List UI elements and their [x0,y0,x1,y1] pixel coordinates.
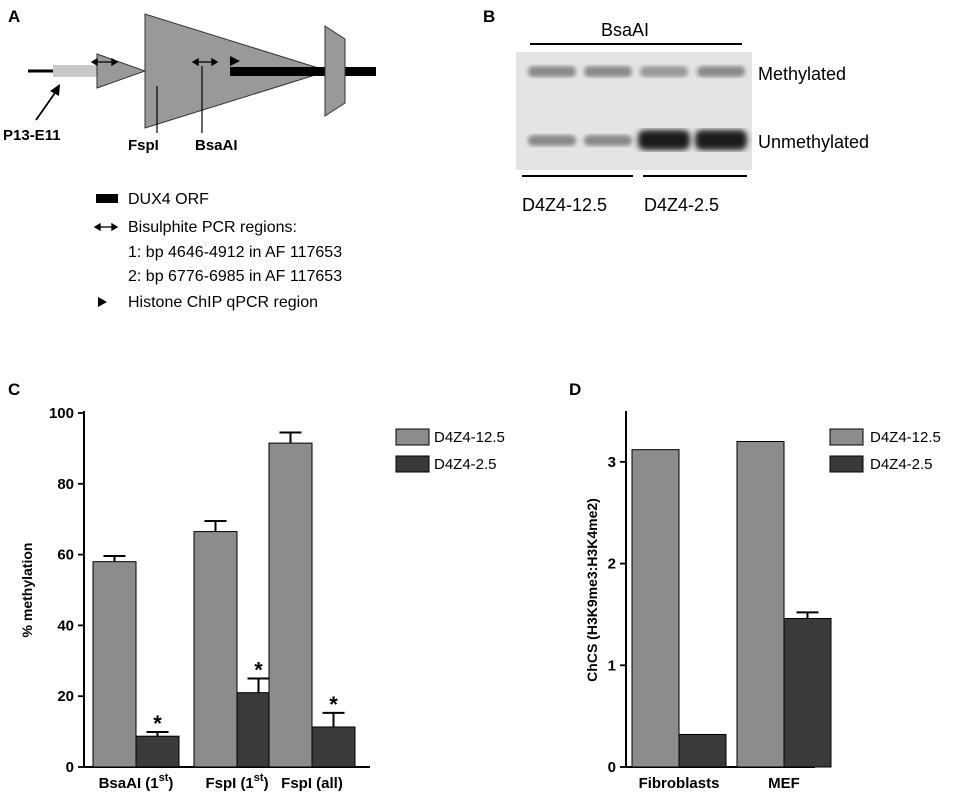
legend-bisulphite-title: Bisulphite PCR regions: [128,219,297,236]
dux4-orf-bar [230,67,376,76]
legend-chip-text: Histone ChIP qPCR region [128,294,318,311]
legend-bisulphite-arrow-icon [93,222,119,232]
chip-region-arrowhead [230,56,240,66]
bisulphite-arrow-2 [191,57,219,67]
legend-chip-arrowhead [98,297,107,307]
probe-arrow-line [35,89,58,121]
legend-region-1: 1: bp 4646-4912 in AF 117653 [128,244,342,261]
probe-label: P13-E11 [3,127,61,144]
probe-region [53,65,99,77]
repeat-end-block [324,25,346,117]
repeat-triangle-small [96,53,147,89]
probe-arrow-head [50,84,60,96]
fspi-label: FspI [128,137,159,154]
bsaai-label: BsaAI [195,137,238,154]
legend-orf-swatch [96,194,118,203]
bisulphite-arrow-1 [90,57,119,67]
legend-region-2: 2: bp 6776-6985 in AF 117653 [128,268,342,285]
legend-orf-text: DUX4 ORF [128,191,209,208]
panel-a-label: A [8,7,20,26]
